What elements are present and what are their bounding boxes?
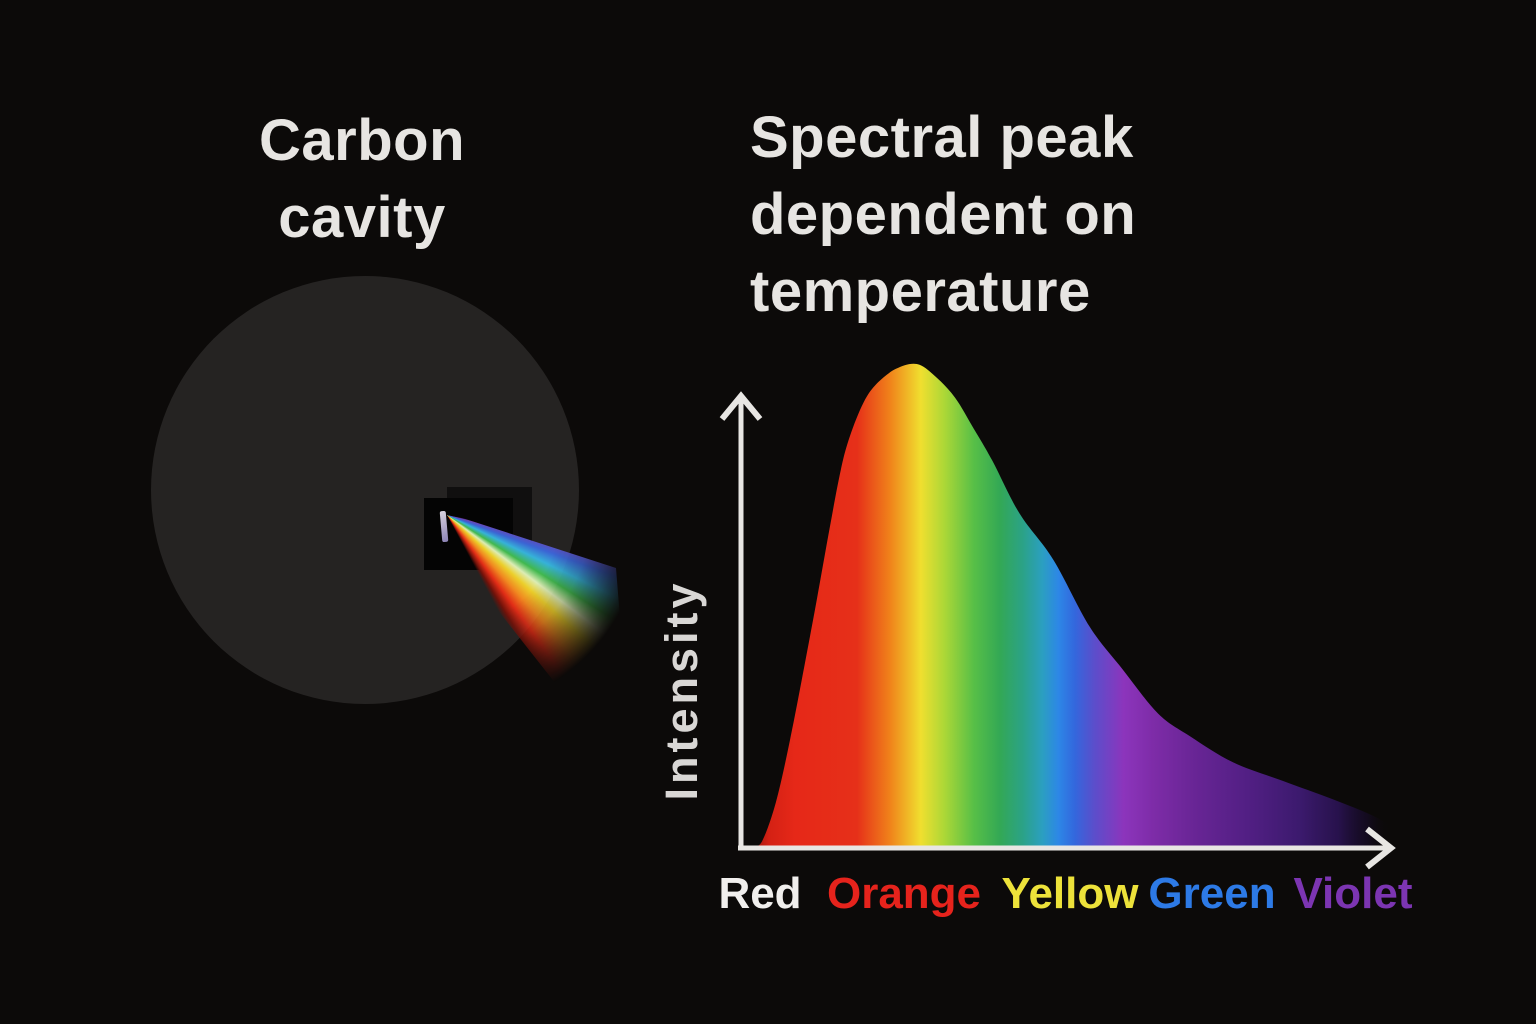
x-axis-arrowhead-icon	[1365, 826, 1396, 870]
x-label-orange: Orange	[826, 869, 982, 918]
left-title: Carbon cavity	[162, 102, 562, 256]
left-title-line2: cavity	[278, 185, 446, 250]
left-title-line1: Carbon	[259, 108, 465, 173]
spectral-curve	[753, 363, 1389, 847]
chart-title-line1: Spectral peak	[750, 105, 1134, 170]
x-label-yellow: Yellow	[1001, 869, 1139, 918]
y-axis-label: Intensity	[656, 579, 707, 801]
chart-title-line3: temperature	[750, 259, 1091, 324]
x-label-red: Red	[718, 869, 802, 918]
chart-title-line2: dependent on	[750, 182, 1137, 247]
x-label-violet: Violet	[1293, 869, 1413, 918]
cavity-circle	[151, 276, 579, 704]
chart-title: Spectral peak dependent on temperature	[750, 99, 1270, 330]
x-label-green: Green	[1148, 869, 1276, 918]
y-axis-arrowhead-icon	[719, 391, 763, 421]
x-axis-labels: Red Orange Yellow Green Violet	[0, 868, 1536, 928]
